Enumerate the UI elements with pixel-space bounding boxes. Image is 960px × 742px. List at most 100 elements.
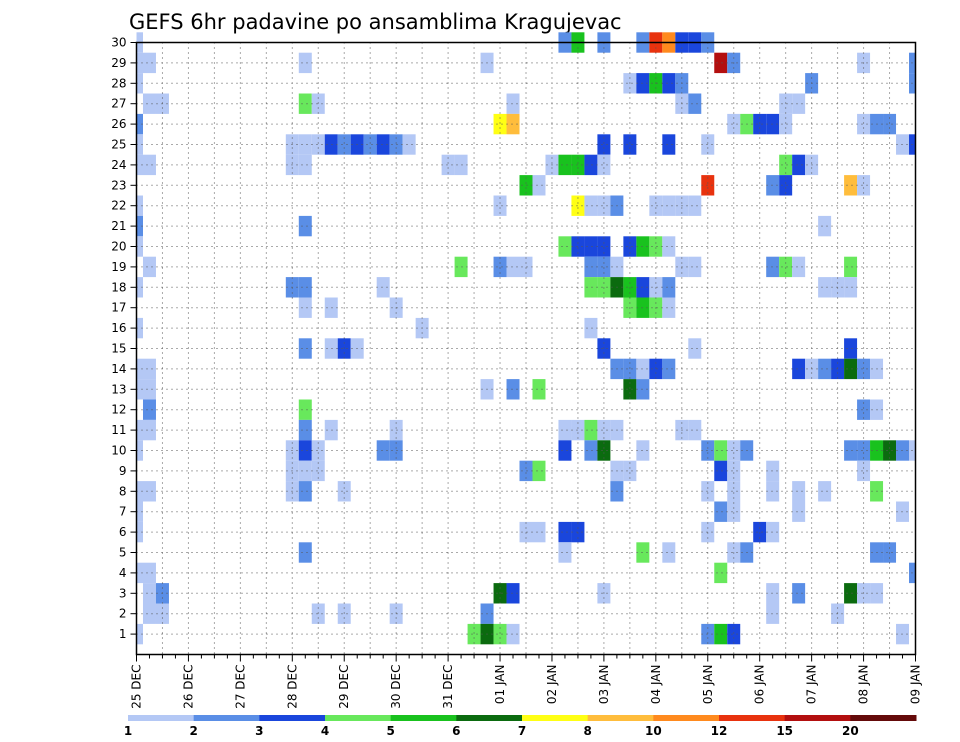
heatmap-cell [136, 154, 143, 176]
heatmap-cell [766, 603, 780, 624]
heatmap-cell [558, 440, 572, 461]
heatmap-cell [753, 113, 767, 135]
y-tick-label: 15 [111, 342, 126, 356]
heatmap-cell [636, 236, 650, 257]
heatmap-cell [766, 521, 780, 543]
heatmap-cell [662, 236, 676, 257]
legend-label: 7 [518, 724, 526, 738]
heatmap-cell [493, 623, 507, 645]
heatmap-cell [623, 236, 637, 257]
heatmap-cell [532, 521, 546, 543]
y-tick-label: 6 [119, 525, 127, 539]
heatmap-cell [883, 440, 897, 461]
legend-label: 2 [189, 724, 197, 738]
y-tick-label: 16 [111, 321, 126, 335]
y-tick-label: 14 [111, 362, 126, 376]
color-legend: 1 2 3 4 5 6 7 8 10 12 15 20 [124, 715, 917, 738]
heatmap-cell [298, 460, 312, 482]
heatmap-cell [584, 277, 598, 298]
heatmap-cell [727, 481, 741, 502]
heatmap-cell [597, 236, 611, 257]
heatmap-cell [584, 236, 598, 257]
y-tick-label: 23 [111, 178, 126, 192]
y-tick-label: 29 [111, 56, 126, 70]
heatmap-cell [792, 358, 806, 380]
heatmap-cell [376, 440, 390, 461]
y-tick-label: 27 [111, 97, 126, 111]
heatmap-cell [506, 93, 520, 114]
legend-label: 8 [583, 724, 591, 738]
heatmap-cell [792, 93, 806, 114]
y-tick-label: 10 [111, 444, 126, 458]
y-tick-label: 28 [111, 76, 126, 90]
heatmap-cell [636, 379, 650, 400]
y-tick-label: 26 [111, 117, 126, 131]
heatmap-cell [493, 113, 507, 135]
heatmap-cell [779, 93, 793, 114]
heatmap-cell [649, 195, 663, 216]
heatmap-cell [571, 154, 585, 176]
heatmap-cell [571, 195, 585, 216]
heatmap-cell [558, 154, 572, 176]
heatmap-cell [792, 256, 806, 278]
heatmap-cell [532, 379, 546, 400]
heatmap-cell [454, 256, 468, 278]
heatmap-cell [324, 419, 338, 441]
heatmap-cell [792, 501, 806, 522]
heatmap-cell [506, 256, 520, 278]
heatmap-cell [532, 175, 546, 196]
heatmap-cell [142, 256, 156, 278]
heatmap-cell [649, 277, 663, 298]
x-tick-label: 28 DEC [285, 665, 299, 709]
heatmap-cell [441, 154, 455, 176]
heatmap-cell [142, 562, 156, 584]
heatmap-cell [857, 440, 871, 461]
y-tick-label: 21 [111, 219, 126, 233]
y-tick-label: 25 [111, 138, 126, 152]
legend-label: 5 [386, 724, 394, 738]
heatmap-cell [779, 175, 793, 196]
heatmap-cell [857, 460, 871, 482]
y-tick-label: 18 [111, 280, 126, 294]
heatmap-cell [792, 583, 806, 604]
dotted-grid [136, 42, 916, 655]
heatmap-cell [649, 358, 663, 380]
heatmap-cell [298, 419, 312, 441]
y-tick-label: 8 [119, 484, 127, 498]
heatmap-cell [714, 460, 728, 482]
heatmap-cell [597, 256, 611, 278]
legend-label: 12 [711, 724, 728, 738]
heatmap-cell [714, 52, 728, 74]
heatmap-cell [597, 154, 611, 176]
legend-swatch [128, 715, 195, 721]
heatmap-cell [136, 358, 143, 380]
heatmap-cell [136, 215, 143, 237]
y-axis: 1234567891011121314151617181920212223242… [111, 36, 137, 641]
heatmap-cell [857, 358, 871, 380]
legend-swatch [193, 715, 260, 721]
x-tick-label: 03 JAN [597, 665, 611, 705]
y-tick-label: 4 [119, 566, 127, 580]
heatmap-cell [662, 73, 676, 94]
heatmap-cell [623, 358, 637, 380]
heatmap-cell [389, 419, 403, 441]
heatmap-cell [136, 379, 143, 400]
heatmap-cell [376, 134, 390, 155]
heatmap-cell [584, 440, 598, 461]
heatmap-cell [136, 195, 143, 216]
heatmap-cell [584, 154, 598, 176]
heatmap-cell [766, 256, 780, 278]
heatmap-cell [142, 358, 156, 380]
heatmap-cell [597, 134, 611, 155]
heatmap-cell [844, 440, 858, 461]
x-tick-label: 06 JAN [753, 665, 767, 705]
heatmap-cell [571, 236, 585, 257]
heatmap-cell [597, 440, 611, 461]
heatmap-cell [896, 623, 910, 645]
legend-label: 1 [124, 724, 132, 738]
x-tick-label: 04 JAN [649, 665, 663, 705]
heatmap-cell [636, 358, 650, 380]
heatmap-cell [136, 521, 143, 543]
heatmap-cell [298, 399, 312, 420]
heatmap-cell [831, 358, 845, 380]
